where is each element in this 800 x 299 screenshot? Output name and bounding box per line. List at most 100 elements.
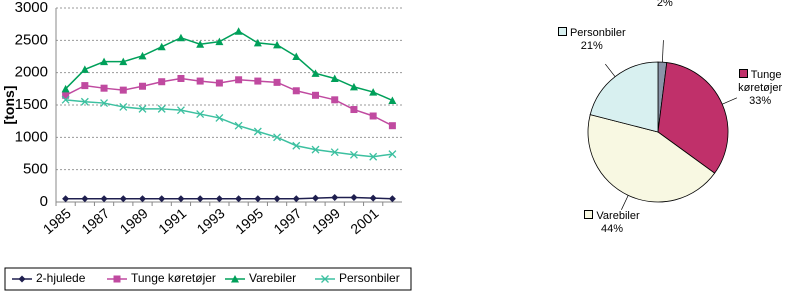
pie-category: Varebiler bbox=[596, 209, 640, 222]
x-tick-label: 1991 bbox=[155, 205, 189, 237]
point bbox=[100, 57, 109, 66]
line bbox=[65, 30, 393, 102]
x-tick-label: 1987 bbox=[78, 205, 112, 237]
point bbox=[138, 104, 147, 113]
point bbox=[158, 195, 166, 203]
point bbox=[388, 122, 396, 130]
point bbox=[177, 195, 185, 203]
point bbox=[100, 84, 108, 92]
point bbox=[350, 106, 358, 114]
point bbox=[330, 148, 339, 157]
point bbox=[235, 76, 243, 84]
pie-label-text: 2-hjulede2% bbox=[625, 0, 705, 10]
point bbox=[273, 133, 282, 142]
point bbox=[177, 74, 185, 82]
point bbox=[100, 99, 109, 108]
legend-marker bbox=[231, 275, 239, 283]
point bbox=[81, 195, 89, 203]
point bbox=[139, 82, 146, 90]
pie-value-label: 21% bbox=[580, 39, 603, 52]
series bbox=[62, 193, 396, 203]
legend-marker bbox=[113, 275, 121, 283]
point bbox=[292, 87, 300, 95]
point bbox=[330, 74, 339, 82]
x-tick-label: 1995 bbox=[232, 205, 266, 237]
leader-line bbox=[621, 195, 629, 210]
point bbox=[196, 40, 205, 48]
line bbox=[65, 196, 393, 200]
legend-label: Varebiler bbox=[249, 271, 296, 285]
point bbox=[273, 78, 281, 86]
point bbox=[292, 52, 301, 60]
pie-label-text: Tunge køretøjer 33% bbox=[731, 69, 789, 108]
line bbox=[65, 77, 393, 127]
x-tick-label: 1989 bbox=[117, 205, 151, 237]
y-tick-label: 1000 bbox=[15, 128, 48, 145]
point bbox=[215, 113, 224, 122]
point bbox=[369, 194, 377, 202]
point bbox=[312, 194, 319, 202]
x-tick-label: 2001 bbox=[347, 205, 381, 237]
point bbox=[369, 88, 378, 96]
point bbox=[292, 195, 300, 203]
pie-label-text: Varebiler 44% bbox=[572, 209, 652, 236]
point bbox=[331, 193, 339, 201]
point bbox=[234, 27, 243, 35]
point bbox=[215, 79, 223, 87]
pie-slice bbox=[587, 114, 716, 203]
point bbox=[312, 91, 319, 99]
point bbox=[369, 152, 378, 161]
point bbox=[119, 102, 128, 111]
point bbox=[62, 91, 70, 99]
pie-label: 2-hjulede2% bbox=[625, 0, 705, 10]
series bbox=[61, 95, 397, 161]
legend-marker bbox=[321, 275, 329, 283]
point bbox=[234, 121, 243, 130]
point bbox=[388, 150, 397, 159]
point bbox=[273, 40, 282, 49]
point bbox=[349, 82, 358, 91]
x-tick-label: 1997 bbox=[270, 205, 304, 237]
point bbox=[369, 112, 377, 120]
point bbox=[80, 97, 89, 106]
legend-label: 2-hjulede bbox=[36, 271, 86, 285]
point bbox=[119, 86, 127, 94]
y-tick-label: 2000 bbox=[15, 64, 48, 81]
legend-key bbox=[584, 209, 594, 219]
y-axis-label: [tons] bbox=[1, 86, 17, 125]
point bbox=[157, 104, 166, 113]
legend-label: Personbiler bbox=[339, 271, 400, 285]
point bbox=[61, 84, 70, 93]
point bbox=[215, 195, 223, 203]
pie-value-label: 33% bbox=[749, 95, 772, 108]
point bbox=[292, 141, 301, 150]
point bbox=[196, 195, 204, 203]
pie-slice bbox=[657, 62, 729, 174]
x-tick-label: 1999 bbox=[309, 205, 343, 237]
legend-key bbox=[557, 26, 567, 36]
point bbox=[157, 42, 166, 51]
legend-key bbox=[738, 69, 748, 79]
y-tick-label: 0 bbox=[40, 193, 48, 210]
point bbox=[253, 127, 262, 136]
legend-box bbox=[4, 267, 412, 291]
point bbox=[158, 78, 166, 86]
point bbox=[80, 65, 89, 73]
point bbox=[100, 195, 108, 203]
leader-line bbox=[605, 63, 616, 77]
point bbox=[254, 195, 262, 203]
pie-value-label: 2% bbox=[656, 0, 673, 10]
y-tick-label: 2500 bbox=[15, 31, 48, 48]
point bbox=[349, 150, 358, 159]
pie-value-label: 44% bbox=[601, 222, 624, 235]
legend-label: Tunge køretøjer bbox=[131, 271, 216, 285]
y-tick-label: 500 bbox=[23, 161, 48, 178]
x-tick-label: 1993 bbox=[194, 205, 228, 237]
point bbox=[388, 96, 397, 104]
leader-line bbox=[722, 97, 738, 105]
line bbox=[65, 99, 393, 158]
